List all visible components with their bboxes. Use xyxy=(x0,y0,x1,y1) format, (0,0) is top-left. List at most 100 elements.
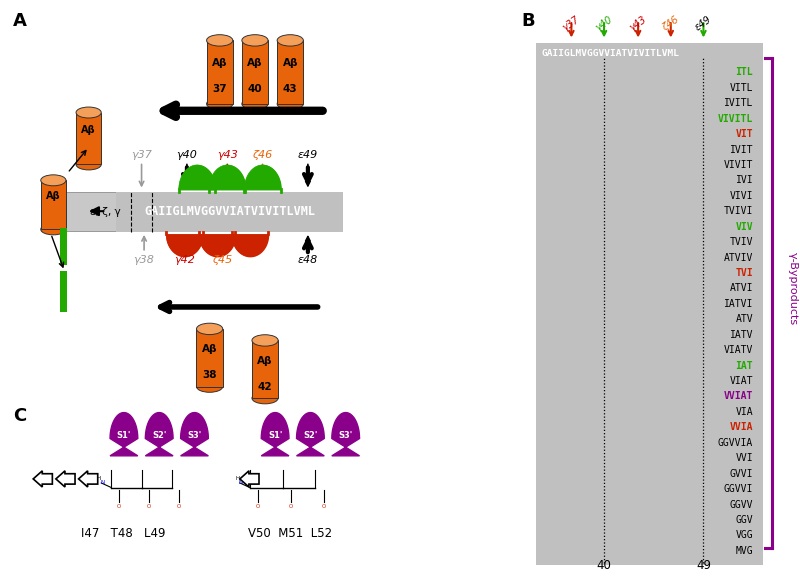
Text: S1': S1' xyxy=(117,431,131,440)
Text: Aβ: Aβ xyxy=(202,344,218,354)
Text: VVIAT: VVIAT xyxy=(724,391,753,402)
Text: VITL: VITL xyxy=(730,83,753,93)
Polygon shape xyxy=(297,413,324,456)
Text: TVIV: TVIV xyxy=(730,237,753,247)
Bar xyxy=(252,340,278,398)
Text: ε49: ε49 xyxy=(298,150,318,160)
Text: IVITL: IVITL xyxy=(724,98,753,108)
Text: γ-Byproducts: γ-Byproducts xyxy=(788,252,798,325)
Text: γ38: γ38 xyxy=(134,255,154,265)
Text: γ43: γ43 xyxy=(217,150,238,160)
Bar xyxy=(536,43,763,565)
Text: 43: 43 xyxy=(283,84,298,95)
Text: ζ45: ζ45 xyxy=(212,255,232,265)
Ellipse shape xyxy=(41,224,66,235)
Bar xyxy=(197,329,222,387)
Text: GAIIGLMVGGVVIATVIVITLVML: GAIIGLMVGGVVIATVIVITLVML xyxy=(144,205,315,218)
Text: VIATV: VIATV xyxy=(724,345,753,355)
Text: GGVV: GGVV xyxy=(730,500,753,509)
Text: O: O xyxy=(322,504,326,509)
Text: O: O xyxy=(256,504,260,509)
Text: O: O xyxy=(289,504,293,509)
Ellipse shape xyxy=(76,159,102,170)
Bar xyxy=(41,180,66,229)
Text: ε, ζ, γ: ε, ζ, γ xyxy=(90,207,120,218)
Text: S3': S3' xyxy=(338,431,353,440)
Text: H: H xyxy=(97,475,101,481)
Text: VIAT: VIAT xyxy=(730,376,753,386)
Text: V50  M51  L52: V50 M51 L52 xyxy=(248,527,332,540)
Text: 40: 40 xyxy=(248,84,262,95)
Polygon shape xyxy=(110,413,138,456)
Text: IATV: IATV xyxy=(730,329,753,340)
Ellipse shape xyxy=(277,98,303,110)
Ellipse shape xyxy=(252,392,278,404)
Bar xyxy=(76,113,102,164)
FancyArrow shape xyxy=(34,471,52,487)
Text: 37: 37 xyxy=(212,84,227,95)
Text: Aβ: Aβ xyxy=(258,355,273,366)
Text: H: H xyxy=(235,475,239,481)
Text: VGG: VGG xyxy=(735,530,753,541)
Text: O: O xyxy=(117,504,121,509)
Ellipse shape xyxy=(206,98,233,110)
Text: γ42: γ42 xyxy=(174,255,195,265)
Bar xyxy=(242,40,268,104)
FancyArrow shape xyxy=(56,471,75,487)
Text: 49: 49 xyxy=(696,559,711,572)
Text: GGV: GGV xyxy=(735,515,753,525)
Text: N: N xyxy=(238,479,243,485)
Text: 38: 38 xyxy=(202,370,217,380)
Bar xyxy=(116,192,343,232)
Ellipse shape xyxy=(242,35,268,46)
Text: ITL: ITL xyxy=(735,68,753,77)
Text: γ43: γ43 xyxy=(628,14,649,33)
Text: GVVI: GVVI xyxy=(730,469,753,479)
Text: γ40: γ40 xyxy=(594,14,614,33)
Text: S2': S2' xyxy=(303,431,318,440)
Text: S1': S1' xyxy=(268,431,282,440)
Text: γ37: γ37 xyxy=(561,14,582,33)
Text: Aβ: Aβ xyxy=(247,58,262,69)
Bar xyxy=(61,228,67,265)
Text: I47   T48   L49: I47 T48 L49 xyxy=(81,527,165,540)
Text: S3': S3' xyxy=(187,431,202,440)
Text: IATVI: IATVI xyxy=(724,299,753,309)
Text: TVIVI: TVIVI xyxy=(724,206,753,216)
Text: C: C xyxy=(13,407,26,425)
Text: Aβ: Aβ xyxy=(82,125,96,135)
Text: B: B xyxy=(522,12,535,29)
Text: VVIA: VVIA xyxy=(730,422,753,432)
Text: 40: 40 xyxy=(597,559,611,572)
Text: Aβ: Aβ xyxy=(282,58,298,69)
Text: O: O xyxy=(178,504,182,509)
Text: GGVVI: GGVVI xyxy=(724,484,753,494)
Text: Aβ: Aβ xyxy=(212,58,227,69)
Text: VIA: VIA xyxy=(735,407,753,417)
Text: ε48: ε48 xyxy=(298,255,318,265)
Text: IVI: IVI xyxy=(735,175,753,185)
FancyArrow shape xyxy=(240,471,259,487)
Text: VIVITL: VIVITL xyxy=(718,114,753,123)
Text: MVG: MVG xyxy=(735,546,753,556)
Bar xyxy=(206,40,233,104)
Ellipse shape xyxy=(242,98,268,110)
Text: GAIIGLMVGGVVIATVIVITLVML: GAIIGLMVGGVVIATVIVITLVML xyxy=(542,49,679,58)
Text: ε49: ε49 xyxy=(694,14,714,33)
Text: GGVVIA: GGVVIA xyxy=(718,438,753,448)
Text: ζ46: ζ46 xyxy=(661,14,681,33)
Text: 42: 42 xyxy=(258,381,272,392)
Polygon shape xyxy=(146,413,173,456)
Polygon shape xyxy=(262,413,289,456)
Text: VVI: VVI xyxy=(735,453,753,463)
Text: S2': S2' xyxy=(152,431,166,440)
Text: N: N xyxy=(100,479,104,485)
Ellipse shape xyxy=(197,323,222,335)
Polygon shape xyxy=(332,413,359,456)
Bar xyxy=(41,192,152,231)
Ellipse shape xyxy=(277,35,303,46)
Text: ATVIV: ATVIV xyxy=(724,253,753,263)
Text: A: A xyxy=(13,12,27,29)
Text: Aβ: Aβ xyxy=(46,191,61,201)
Text: ATVI: ATVI xyxy=(730,283,753,294)
